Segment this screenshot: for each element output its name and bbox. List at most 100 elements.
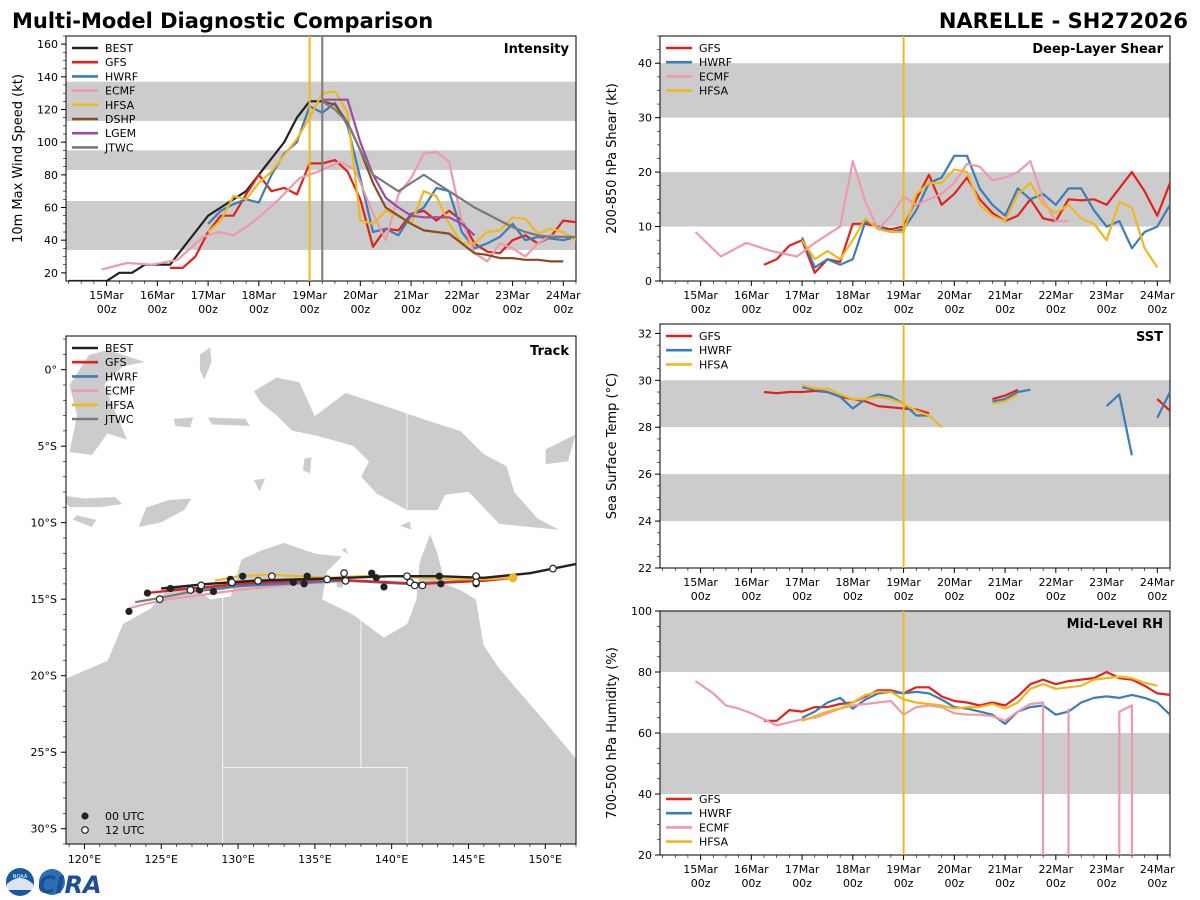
track-legend-00utc-marker <box>81 812 89 820</box>
rh-xtick-sublabel: 00z <box>741 877 761 890</box>
sst-xtick-sublabel: 00z <box>1097 590 1117 603</box>
intensity-series-lgem <box>322 98 476 237</box>
shear-series-hfsa <box>801 168 1159 269</box>
rh-xtick-sublabel: 00z <box>944 877 964 890</box>
rh-xtick-label: 24Mar <box>1140 863 1175 876</box>
track-best-00utc-point <box>289 578 297 586</box>
shear-ylabel: 200-850 hPa Shear (kt) <box>605 83 620 234</box>
sst-series-hfsa <box>801 383 1019 429</box>
sst-ylabel: Sea Surface Temp (°C) <box>605 373 620 520</box>
sst-xtick-label: 20Mar <box>937 576 972 589</box>
shear-xtick-sublabel: 00z <box>894 303 914 316</box>
rh-xtick-label: 20Mar <box>937 863 972 876</box>
intensity-ytick-label: 120 <box>37 104 58 117</box>
sst-xtick-label: 19Mar <box>886 576 921 589</box>
rh-ytick-label: 20 <box>638 849 652 862</box>
landmass-flores <box>66 495 124 508</box>
sst-ytick-label: 28 <box>638 421 652 434</box>
sst-series-group <box>763 383 1170 456</box>
shear-xtick-sublabel: 00z <box>944 303 964 316</box>
intensity-legend-label-hwrf: HWRF <box>105 70 138 83</box>
rh-ylabel: 700-500 hPa Humidity (%) <box>605 647 620 819</box>
sst-xtick-label: 16Mar <box>734 576 769 589</box>
track-legend-12utc-label: 12 UTC <box>105 824 145 837</box>
shear-xtick-label: 21Mar <box>988 289 1023 302</box>
track-axes-frame <box>65 335 577 845</box>
sst-ytick-label: 30 <box>638 374 652 387</box>
cira-logo-text: CIRA <box>38 871 102 899</box>
track-lines-group <box>125 562 576 616</box>
track-ytick-label: 25°S <box>31 746 57 759</box>
shear-series-hwrf <box>801 154 1170 269</box>
rh-band-1 <box>660 611 1170 672</box>
intensity-series-hfsa <box>207 90 576 245</box>
cira-logo: NOAA CIRA <box>6 868 102 899</box>
shear-series-group <box>694 154 1170 274</box>
landmass-tanimbar <box>252 477 267 493</box>
track-legend-label-ecmf: ECMF <box>105 385 135 398</box>
track-best-00utc-point <box>209 587 218 596</box>
rh-ytick-label: 100 <box>631 605 652 618</box>
intensity-ylabel: 10m Max Wind Speed (kt) <box>11 74 26 243</box>
sst-legend-label-hfsa: HFSA <box>699 358 729 371</box>
rh-xtick-label: 22Mar <box>1038 863 1073 876</box>
rh-series-group <box>694 670 1170 855</box>
track-best-00utc-point <box>300 580 308 588</box>
intensity-series-ecmf <box>101 150 576 271</box>
shear-ytick-label: 30 <box>638 112 652 125</box>
shear-ytick-label: 20 <box>638 166 652 179</box>
track-xtick-label: 125°E <box>145 853 178 866</box>
sst-xtick-label: 15Mar <box>683 576 718 589</box>
intensity-xtick-label: 21Mar <box>394 289 429 302</box>
landmass-seram <box>206 416 251 427</box>
intensity-xtick-label: 20Mar <box>343 289 378 302</box>
shear-xtick-label: 19Mar <box>886 289 921 302</box>
track-ytick-label: 20°S <box>31 670 57 683</box>
rh-xtick-sublabel: 00z <box>1097 877 1117 890</box>
sst-xtick-sublabel: 00z <box>691 590 711 603</box>
track-xtick-label: 120°E <box>68 853 101 866</box>
intensity-xtick-label: 23Mar <box>495 289 530 302</box>
sst-legend-label-gfs: GFS <box>699 330 721 343</box>
figure-title: Multi-Model Diagnostic Comparison <box>12 9 433 33</box>
intensity-legend-label-ecmf: ECMF <box>105 85 135 98</box>
intensity-series-hwrf <box>207 101 576 250</box>
intensity-legend-label-best: BEST <box>105 42 133 55</box>
shear-legend-label-hfsa: HFSA <box>699 85 729 98</box>
rh-xtick-sublabel: 00z <box>843 877 863 890</box>
rh-xtick-label: 19Mar <box>886 863 921 876</box>
track-best-12utc-point <box>410 581 419 590</box>
intensity-ytick-label: 20 <box>44 267 58 280</box>
intensity-ytick-label: 140 <box>37 71 58 84</box>
intensity-ytick-label: 80 <box>44 169 58 182</box>
track-best-12utc-point <box>472 578 481 587</box>
sst-ytick-label: 32 <box>638 327 652 340</box>
shear-xtick-label: 20Mar <box>937 289 972 302</box>
shear-legend-label-ecmf: ECMF <box>699 70 729 83</box>
intensity-xtick-sublabel: 00z <box>503 303 523 316</box>
track-land-group <box>66 346 576 844</box>
intensity-xtick-sublabel: 00z <box>401 303 421 316</box>
sst-ytick-label: 24 <box>638 515 652 528</box>
cira-globe-icon <box>39 869 65 895</box>
rh-xtick-label: 17Mar <box>785 863 820 876</box>
rh-series-ecmf <box>694 680 1133 855</box>
shear-xtick-sublabel: 00z <box>1097 303 1117 316</box>
track-legend-label-hfsa: HFSA <box>105 399 135 412</box>
rh-band-0 <box>660 733 1170 794</box>
sst-legend-label-hwrf: HWRF <box>699 344 732 357</box>
rh-legend-label-ecmf: ECMF <box>699 821 729 834</box>
shear-series-ecmf <box>694 160 1069 258</box>
track-best-00utc-point <box>239 572 247 580</box>
sst-xtick-label: 21Mar <box>988 576 1023 589</box>
rh-xtick-label: 21Mar <box>988 863 1023 876</box>
rh-title: Mid-Level RH <box>1067 617 1163 632</box>
landmass-small-island <box>398 520 412 531</box>
track-best-12utc-point <box>341 576 350 585</box>
sst-xtick-label: 23Mar <box>1089 576 1124 589</box>
track-legend-12utc-marker <box>81 826 89 834</box>
shear-xtick-sublabel: 00z <box>741 303 761 316</box>
track-ytick-label: 15°S <box>31 593 57 606</box>
